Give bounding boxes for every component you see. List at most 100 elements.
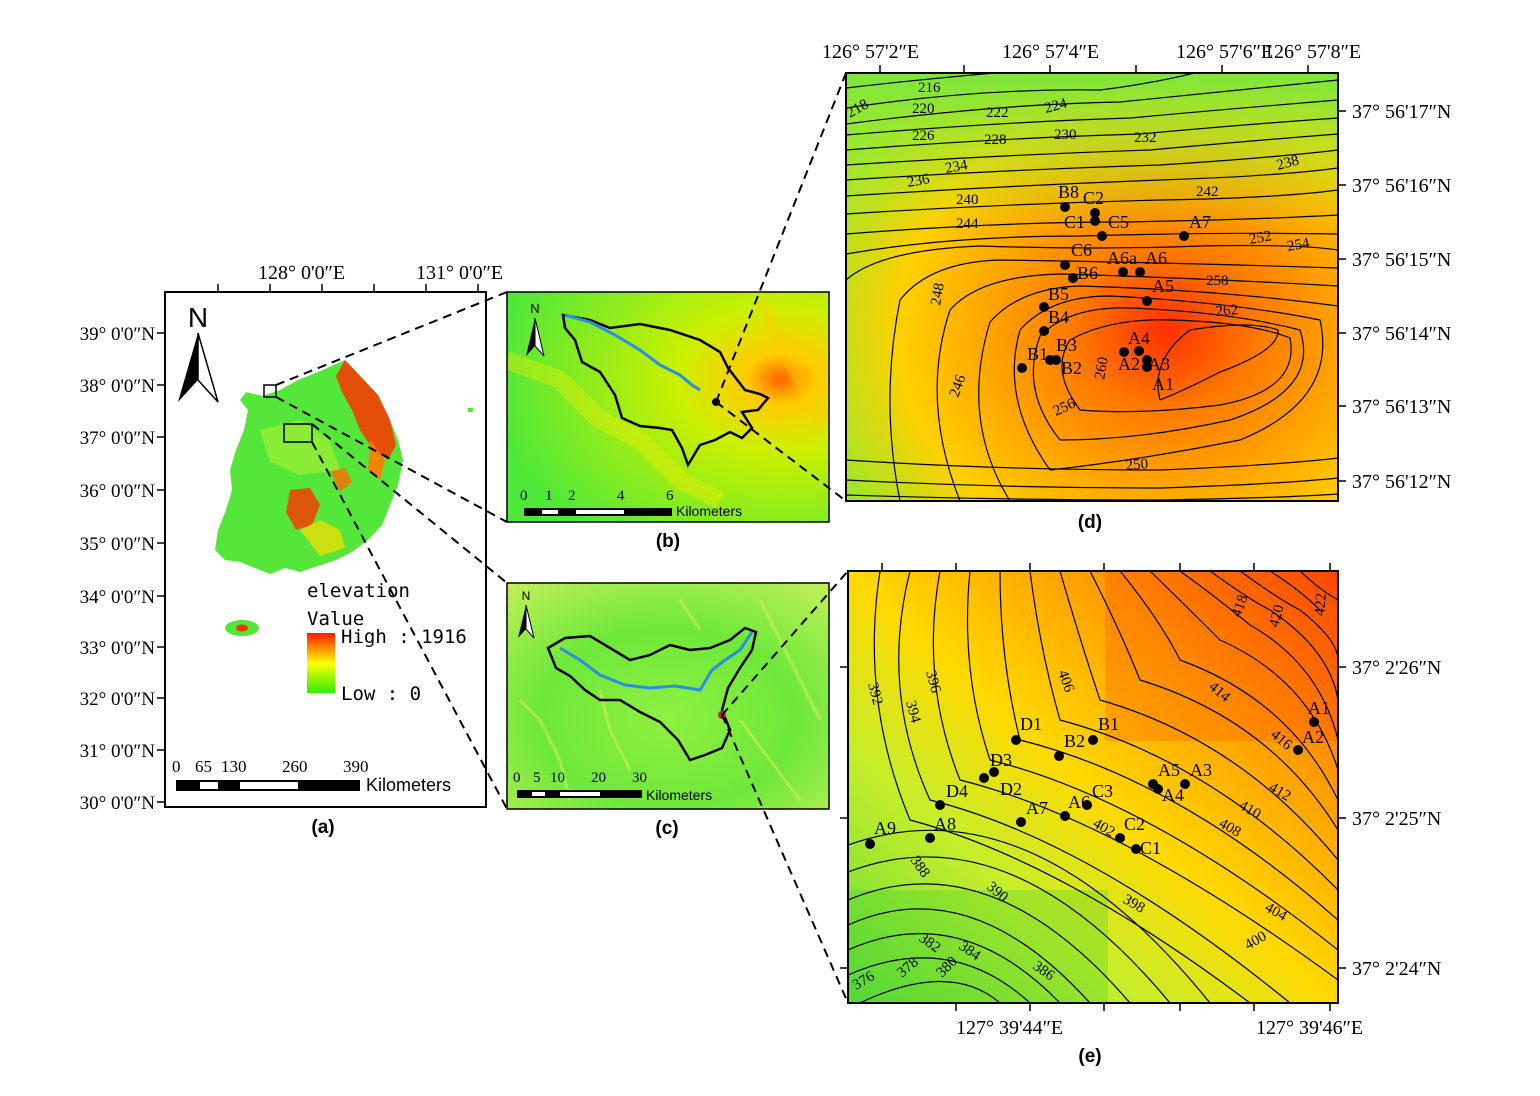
study-area-box-c [283,423,313,443]
contours-e [848,571,1338,1003]
svg-text:126° 57'8″E: 126° 57'8″E [1264,41,1361,63]
svg-text:394: 394 [902,699,923,725]
svg-text:236: 236 [906,171,931,191]
panel-b-frame [506,291,830,523]
lat-label-35: 35° 0'0″N [80,534,156,555]
svg-text:37° 56'12″N: 37° 56'12″N [1352,471,1451,493]
svg-text:A8: A8 [934,814,956,834]
svg-text:130: 130 [221,757,247,776]
svg-text:N: N [188,302,208,333]
svg-text:4: 4 [617,488,625,504]
connectors-bc [715,72,849,1004]
svg-text:B8: B8 [1058,182,1079,202]
panel-a: 128° 0'0″E 131° 0'0″E 39° 0'0″N 38° 0'0″… [80,262,504,838]
svg-text:222: 222 [986,105,1009,121]
lat-label-39: 39° 0'0″N [80,324,156,345]
svg-text:A4: A4 [1162,785,1184,805]
svg-text:A1: A1 [1308,698,1330,718]
svg-text:20: 20 [591,770,606,786]
svg-text:A6: A6 [1068,792,1090,812]
caption-c: (c) [655,818,678,839]
svg-text:422: 422 [1312,593,1330,617]
sample-points-d: B8 C2 C1 C5 A7 C6 A6a A6 B6 A5 B5 B4 A4 … [1017,182,1211,394]
svg-text:232: 232 [1134,130,1157,146]
panel-e-frame [847,570,1339,1004]
svg-text:C5: C5 [1108,212,1129,232]
svg-text:390: 390 [343,757,369,776]
svg-text:B6: B6 [1077,263,1098,283]
lat-label-30: 30° 0'0″N [80,793,156,814]
panel-e-map [848,571,1338,1003]
svg-text:244: 244 [956,216,979,232]
panel-b: N 0 1 2 4 6 Kilometers (b) [506,291,830,552]
north-arrow-b: N [526,301,545,357]
panel-c-frame [506,582,830,810]
svg-text:0: 0 [172,757,181,776]
svg-text:127° 39'46″E: 127° 39'46″E [1256,1017,1363,1039]
svg-text:37° 2'26″N: 37° 2'26″N [1352,657,1441,679]
svg-text:260: 260 [282,757,308,776]
svg-text:246: 246 [947,372,970,399]
svg-text:A5: A5 [1152,276,1174,296]
svg-text:226: 226 [912,128,935,144]
svg-text:262: 262 [1215,302,1239,320]
svg-text:396: 396 [922,669,943,695]
contour-labels-d: 216 218 220 222 224 226 228 230 232 234 … [844,80,1311,474]
river-b [564,313,701,392]
svg-text:5: 5 [533,770,541,786]
north-arrow-c: N [518,589,535,639]
panel-d-frame [845,72,1339,502]
scale-unit-c: Kilometers [646,787,712,803]
svg-text:A3: A3 [1148,354,1170,374]
connectors-a [275,291,508,810]
svg-text:C1: C1 [1140,838,1161,858]
lat-label-37: 37° 0'0″N [80,428,156,449]
svg-text:B1: B1 [1027,344,1048,364]
svg-text:260: 260 [1092,356,1112,381]
caption-a: (a) [311,817,334,838]
svg-text:A2: A2 [1302,727,1324,747]
lat-labels-e: 37° 2'26″N 37° 2'25″N 37° 2'24″N [1352,657,1441,980]
svg-text:420: 420 [1266,603,1287,629]
lat-label-36: 36° 0'0″N [80,481,156,502]
scale-unit-b: Kilometers [676,503,742,519]
lat-label-34: 34° 0'0″N [80,587,156,608]
svg-text:D2: D2 [1000,779,1022,799]
svg-text:37° 56'17″N: 37° 56'17″N [1352,101,1451,123]
svg-text:D3: D3 [990,750,1012,770]
svg-text:37° 56'14″N: 37° 56'14″N [1352,323,1451,345]
svg-text:N: N [530,301,539,316]
svg-text:B3: B3 [1056,335,1077,355]
legend-color-ramp [307,633,335,693]
svg-text:30: 30 [632,770,647,786]
svg-text:A7: A7 [1026,798,1048,818]
svg-text:65: 65 [195,757,212,776]
lat-label-33: 33° 0'0″N [80,638,156,659]
svg-text:B4: B4 [1048,307,1069,327]
svg-text:A3: A3 [1190,760,1212,780]
svg-text:N: N [522,589,531,603]
svg-text:C6: C6 [1071,240,1092,260]
svg-text:A5: A5 [1158,760,1180,780]
svg-text:C3: C3 [1092,781,1113,801]
svg-text:2: 2 [568,488,576,504]
svg-text:248: 248 [928,282,948,307]
lat-label-38: 38° 0'0″N [80,376,156,397]
lat-label-31: 31° 0'0″N [80,741,156,762]
svg-text:1: 1 [545,488,553,504]
svg-text:0: 0 [513,770,521,786]
svg-text:B2: B2 [1061,358,1082,378]
scale-bar-c: 0 5 10 20 30 Kilometers [513,770,712,803]
svg-text:126° 57'6″E: 126° 57'6″E [1176,41,1273,63]
lon-labels-d: 126° 57'2″E 126° 57'4″E 126° 57'6″E 126°… [822,41,1361,63]
scale-bar-b: 0 1 2 4 6 Kilometers [520,488,742,519]
svg-text:224: 224 [1043,95,1069,116]
panel-c: N 0 5 10 20 30 Kilometers (c) [506,582,830,839]
svg-text:A7: A7 [1189,212,1211,232]
caption-b: (b) [656,531,680,552]
elevation-legend: elevation Value High : 1916 Low : 0 [307,580,467,705]
river-c [559,631,754,692]
svg-text:250: 250 [1125,456,1149,474]
svg-text:C2: C2 [1124,814,1145,834]
svg-text:A2: A2 [1118,354,1140,374]
